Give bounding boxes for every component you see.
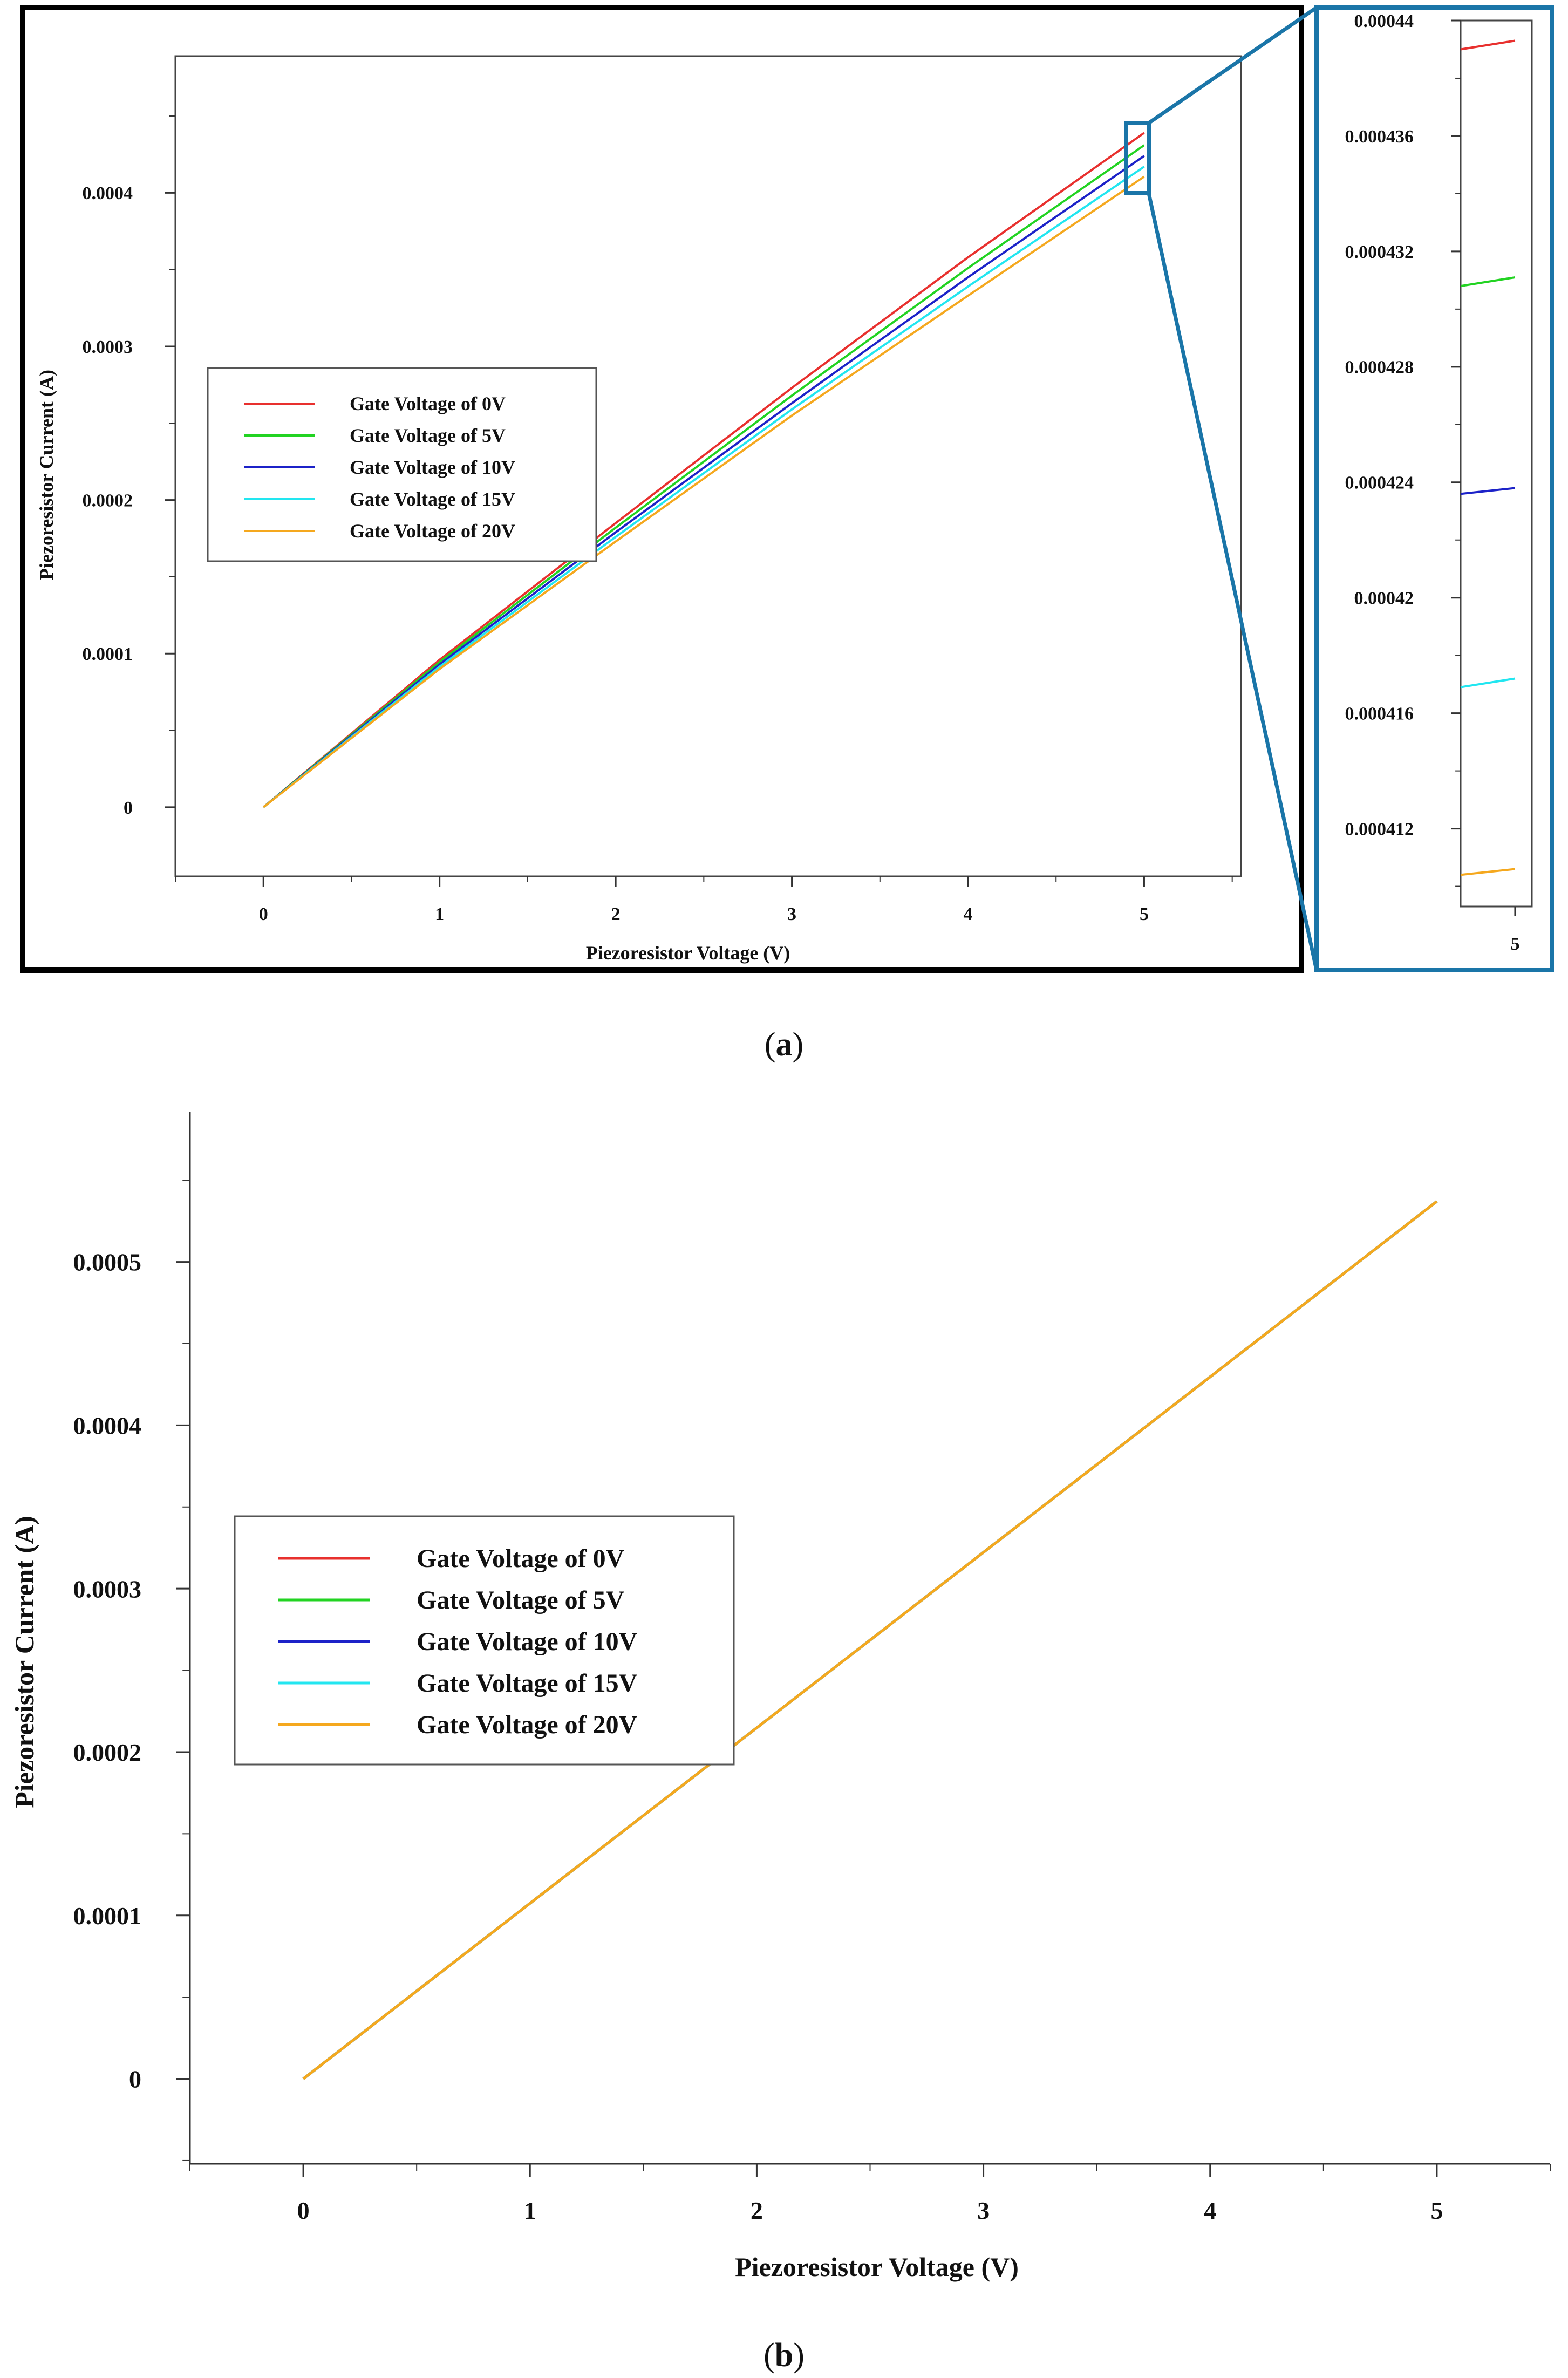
series-line-3 (1460, 677, 1516, 689)
y-tick-label: 0.0004 (73, 1412, 142, 1439)
x-axis-label: Piezoresistor Voltage (V) (735, 2252, 1019, 2282)
series-line-4 (1460, 868, 1516, 876)
legend-entry: Gate Voltage of 5V (417, 1586, 625, 1614)
x-tick-label: 5 (1140, 904, 1149, 924)
x-tick-label: 5 (1510, 934, 1519, 954)
y-tick-label: 0.0002 (83, 491, 133, 511)
x-tick-label: 1 (524, 2197, 536, 2224)
y-tick-label: 0.0001 (83, 644, 133, 664)
series-line-0 (262, 132, 1145, 808)
panel-b: 0 1 2 3 4 5 0 0.0001 0.0002 0.0003 0.0004 0.0005 P… (9, 1112, 1551, 2282)
x-tick-label: 2 (751, 2197, 763, 2224)
series-line-2 (262, 155, 1145, 808)
legend: Gate Voltage of 0V Gate Voltage of 5V Gate… (207, 367, 597, 562)
y-tick-label: 0.000412 (1345, 819, 1414, 839)
x-tick-label: 1 (435, 904, 444, 924)
x-axis-ticks: 0 1 2 3 4 5 (175, 876, 1233, 924)
y-axis-label: Piezoresistor Current (A) (9, 1516, 39, 1808)
panel-a-frame (20, 5, 1304, 973)
chart-b-main: 0 1 2 3 4 5 0 0.0001 0.0002 0.0003 0.0004 0.0005 P… (9, 1112, 1551, 2282)
y-tick-label: 0.0003 (83, 337, 133, 357)
series-lines (302, 1200, 1438, 2080)
y-tick-label: 0.000416 (1345, 704, 1414, 724)
x-tick-label: 0 (297, 2197, 310, 2224)
y-tick-label: 0.0003 (73, 1575, 142, 1603)
y-axis-ticks: 0 0.0001 0.0002 0.0003 0.0004 (83, 115, 175, 818)
legend-entry: Gate Voltage of 10V (417, 1627, 638, 1656)
y-tick-label: 0.00044 (1354, 11, 1414, 31)
y-tick-label: 0.000436 (1345, 127, 1414, 147)
y-tick-label: 0.000424 (1345, 473, 1414, 493)
zoom-y-axis-ticks: 0.000412 0.000416 0.00042 0.000424 0.000428 0… (1345, 11, 1461, 887)
legend-entry: Gate Voltage of 20V (417, 1711, 638, 1739)
y-tick-label: 0.000432 (1345, 242, 1414, 262)
zoom-plot-area (1460, 19, 1533, 908)
legend-entry: Gate Voltage of 0V (417, 1544, 625, 1573)
x-tick-label: 0 (259, 904, 268, 924)
chart-a-zoom-inset: 5 0.000412 0.000416 0.00042 0.000424 0.00042… (1314, 5, 1554, 972)
x-tick-label: 3 (787, 904, 796, 924)
y-axis-ticks: 0 0.0001 0.0002 0.0003 0.0004 0.0005 (73, 1180, 190, 2161)
caption-b: (b) (763, 2337, 805, 2374)
series-line-4 (302, 1200, 1438, 2080)
zoom-connector-bottom (1147, 193, 1319, 971)
y-tick-label: 0.000428 (1345, 358, 1414, 378)
legend-box (207, 367, 597, 562)
zoom-x-axis-ticks: 5 (1510, 907, 1519, 954)
x-tick-label: 3 (977, 2197, 990, 2224)
zoom-region-marker (1124, 121, 1151, 195)
legend-entry: Gate Voltage of 15V (350, 488, 515, 510)
y-tick-label: 0.0002 (73, 1739, 142, 1766)
caption-b-letter: b (775, 2337, 793, 2374)
series-line-1 (1460, 276, 1516, 288)
legend-entry: Gate Voltage of 5V (350, 425, 506, 446)
chart-a-main: 0 1 2 3 4 5 0 0.0001 0.0002 0.0003 0.0004 Piezore… (36, 55, 1242, 964)
x-tick-label: 2 (611, 904, 621, 924)
chart-a-plot-area (174, 55, 1242, 877)
x-tick-label: 4 (1204, 2197, 1216, 2224)
y-tick-label: 0.00042 (1354, 589, 1414, 609)
series-lines (262, 132, 1145, 808)
y-axis-label: Piezoresistor Current (A) (36, 370, 57, 580)
series-line-4 (262, 175, 1145, 808)
series-line-3 (262, 166, 1145, 808)
legend-entry: Gate Voltage of 10V (350, 456, 515, 478)
x-tick-label: 4 (964, 904, 973, 924)
caption-a: (a) (765, 1026, 803, 1063)
x-tick-label: 5 (1430, 2197, 1443, 2224)
y-tick-label: 0.0004 (83, 183, 133, 203)
y-tick-label: 0.0001 (73, 1902, 142, 1930)
series-line-0 (1460, 39, 1516, 51)
zoom-connector-top (1148, 6, 1318, 125)
legend-entry: Gate Voltage of 15V (417, 1669, 638, 1698)
zoom-series-lines (1460, 39, 1516, 876)
series-line-2 (1460, 487, 1516, 495)
panel-a: 0 1 2 3 4 5 0 0.0001 0.0002 0.0003 0.0004 Piezore… (20, 5, 1554, 973)
legend: Gate Voltage of 0V Gate Voltage of 5V Gate… (234, 1515, 735, 1766)
y-tick-label: 0.0005 (73, 1249, 142, 1276)
y-tick-label: 0 (124, 798, 133, 818)
x-axis-ticks: 0 1 2 3 4 5 (189, 2164, 1551, 2224)
legend-entry: Gate Voltage of 20V (350, 520, 515, 542)
x-axis-label: Piezoresistor Voltage (V) (586, 942, 790, 964)
series-line-1 (262, 144, 1145, 808)
legend-entry: Gate Voltage of 0V (350, 393, 506, 414)
caption-a-letter: a (776, 1026, 793, 1063)
y-tick-label: 0 (129, 2066, 141, 2093)
